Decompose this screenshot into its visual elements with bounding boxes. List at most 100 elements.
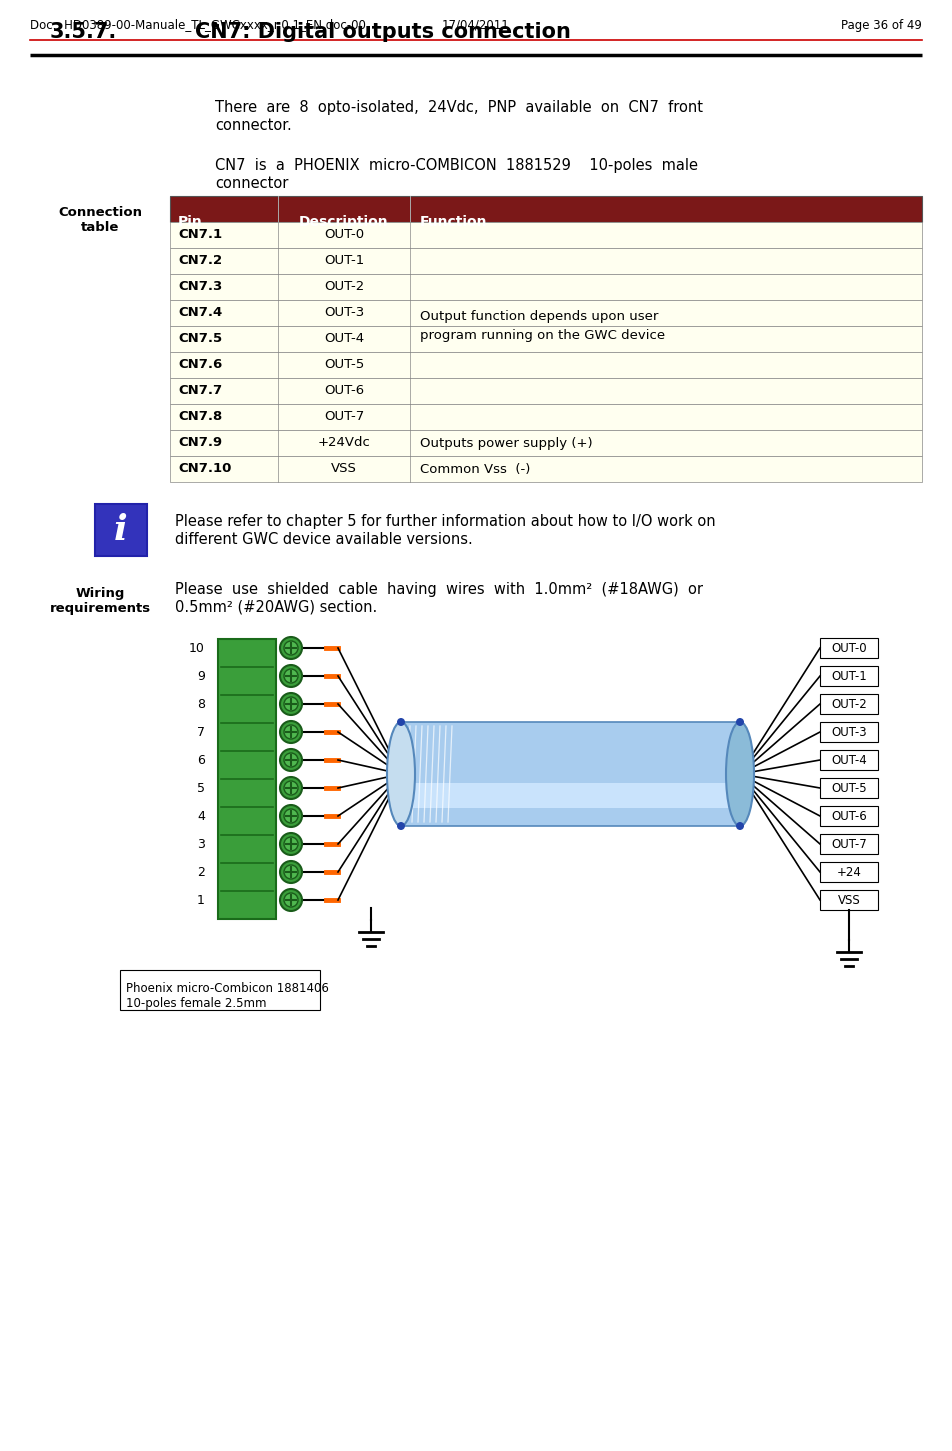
Text: 3: 3 (197, 837, 205, 850)
Text: OUT-7: OUT-7 (324, 411, 364, 424)
Circle shape (284, 641, 298, 654)
Circle shape (280, 665, 302, 686)
FancyBboxPatch shape (218, 638, 276, 918)
Text: Description: Description (299, 215, 388, 229)
Text: OUT-4: OUT-4 (324, 332, 364, 345)
FancyBboxPatch shape (170, 300, 922, 326)
FancyBboxPatch shape (820, 778, 878, 798)
FancyBboxPatch shape (401, 784, 740, 808)
Text: CN7  is  a  PHOENIX  micro-COMBICON  1881529    10-poles  male: CN7 is a PHOENIX micro-COMBICON 1881529 … (215, 158, 698, 173)
FancyBboxPatch shape (170, 456, 922, 482)
FancyBboxPatch shape (170, 248, 922, 274)
Text: CN7.7: CN7.7 (178, 385, 222, 398)
FancyBboxPatch shape (170, 196, 922, 222)
Text: Doc.: HD0389-00-Manuale_TL_GWCxxxx_r.0.1_EN.doc-00: Doc.: HD0389-00-Manuale_TL_GWCxxxx_r.0.1… (30, 19, 366, 32)
Text: OUT-2: OUT-2 (831, 698, 867, 711)
Circle shape (284, 865, 298, 879)
Text: +24Vdc: +24Vdc (318, 437, 370, 450)
Circle shape (280, 749, 302, 770)
Text: CN7.9: CN7.9 (178, 437, 222, 450)
Text: Connection
table: Connection table (58, 206, 142, 234)
Text: 8: 8 (197, 698, 205, 711)
Text: 3.5.7.: 3.5.7. (50, 22, 117, 42)
Text: OUT-4: OUT-4 (831, 753, 867, 766)
Text: CN7.10: CN7.10 (178, 463, 231, 476)
Text: CN7.8: CN7.8 (178, 411, 222, 424)
Circle shape (284, 837, 298, 850)
Circle shape (284, 892, 298, 907)
Text: CN7.1: CN7.1 (178, 228, 222, 241)
Text: Pin: Pin (178, 215, 203, 229)
Text: 4: 4 (197, 810, 205, 823)
Text: CN7.3: CN7.3 (178, 280, 222, 293)
FancyBboxPatch shape (820, 723, 878, 741)
Text: 0.5mm² (#20AWG) section.: 0.5mm² (#20AWG) section. (175, 601, 377, 615)
Circle shape (284, 669, 298, 683)
Circle shape (284, 753, 298, 768)
Circle shape (280, 805, 302, 827)
Text: i: i (114, 514, 128, 547)
Text: 10-poles female 2.5mm: 10-poles female 2.5mm (126, 997, 267, 1010)
Text: 10: 10 (189, 641, 205, 654)
Circle shape (736, 718, 744, 726)
FancyBboxPatch shape (170, 274, 922, 300)
Circle shape (397, 718, 405, 726)
FancyBboxPatch shape (120, 971, 320, 1010)
Text: Common Vss  (-): Common Vss (-) (420, 463, 530, 476)
Text: Phoenix micro-Combicon 1881406: Phoenix micro-Combicon 1881406 (126, 982, 328, 995)
FancyBboxPatch shape (820, 638, 878, 657)
FancyBboxPatch shape (820, 889, 878, 910)
Circle shape (280, 889, 302, 911)
Text: OUT-6: OUT-6 (324, 385, 364, 398)
Text: 1: 1 (197, 894, 205, 907)
FancyBboxPatch shape (95, 503, 147, 556)
FancyBboxPatch shape (170, 353, 922, 379)
FancyBboxPatch shape (820, 805, 878, 826)
FancyBboxPatch shape (170, 222, 922, 248)
Circle shape (280, 833, 302, 855)
FancyBboxPatch shape (170, 379, 922, 403)
FancyBboxPatch shape (170, 403, 922, 429)
FancyBboxPatch shape (170, 326, 922, 353)
Text: CN7: Digital outputs connection: CN7: Digital outputs connection (195, 22, 571, 42)
Text: OUT-6: OUT-6 (831, 810, 867, 823)
Text: different GWC device available versions.: different GWC device available versions. (175, 533, 473, 547)
FancyBboxPatch shape (820, 834, 878, 855)
Ellipse shape (387, 723, 415, 826)
Text: connector.: connector. (215, 118, 291, 133)
Circle shape (280, 776, 302, 800)
Text: Output function depends upon user
program running on the GWC device: Output function depends upon user progra… (420, 311, 665, 342)
Text: Function: Function (420, 215, 487, 229)
Text: 9: 9 (197, 669, 205, 682)
Text: CN7.5: CN7.5 (178, 332, 222, 345)
Text: 6: 6 (197, 753, 205, 766)
Text: 5: 5 (197, 782, 205, 795)
Text: OUT-1: OUT-1 (324, 254, 364, 267)
Text: OUT-0: OUT-0 (324, 228, 364, 241)
Text: Page 36 of 49: Page 36 of 49 (842, 19, 922, 32)
Circle shape (284, 726, 298, 739)
Text: OUT-3: OUT-3 (324, 306, 364, 319)
Text: 17/04/2011: 17/04/2011 (442, 19, 510, 32)
Text: VSS: VSS (838, 894, 861, 907)
FancyBboxPatch shape (401, 723, 740, 826)
Text: Wiring
requirements: Wiring requirements (50, 588, 150, 615)
Text: There  are  8  opto-isolated,  24Vdc,  PNP  available  on  CN7  front: There are 8 opto-isolated, 24Vdc, PNP av… (215, 100, 703, 115)
Text: VSS: VSS (331, 463, 357, 476)
FancyBboxPatch shape (170, 429, 922, 456)
Text: connector: connector (215, 176, 288, 192)
Circle shape (284, 810, 298, 823)
Text: OUT-1: OUT-1 (831, 669, 867, 682)
Text: OUT-5: OUT-5 (831, 782, 867, 795)
Circle shape (397, 823, 405, 830)
Text: 2: 2 (197, 865, 205, 878)
Text: Please refer to chapter 5 for further information about how to I/O work on: Please refer to chapter 5 for further in… (175, 514, 716, 530)
Text: Please  use  shielded  cable  having  wires  with  1.0mm²  (#18AWG)  or: Please use shielded cable having wires w… (175, 582, 703, 596)
Circle shape (284, 781, 298, 795)
Text: CN7.4: CN7.4 (178, 306, 222, 319)
Text: OUT-7: OUT-7 (831, 837, 867, 850)
Circle shape (280, 860, 302, 884)
Text: 7: 7 (197, 726, 205, 739)
Text: OUT-3: OUT-3 (831, 726, 867, 739)
FancyBboxPatch shape (820, 694, 878, 714)
